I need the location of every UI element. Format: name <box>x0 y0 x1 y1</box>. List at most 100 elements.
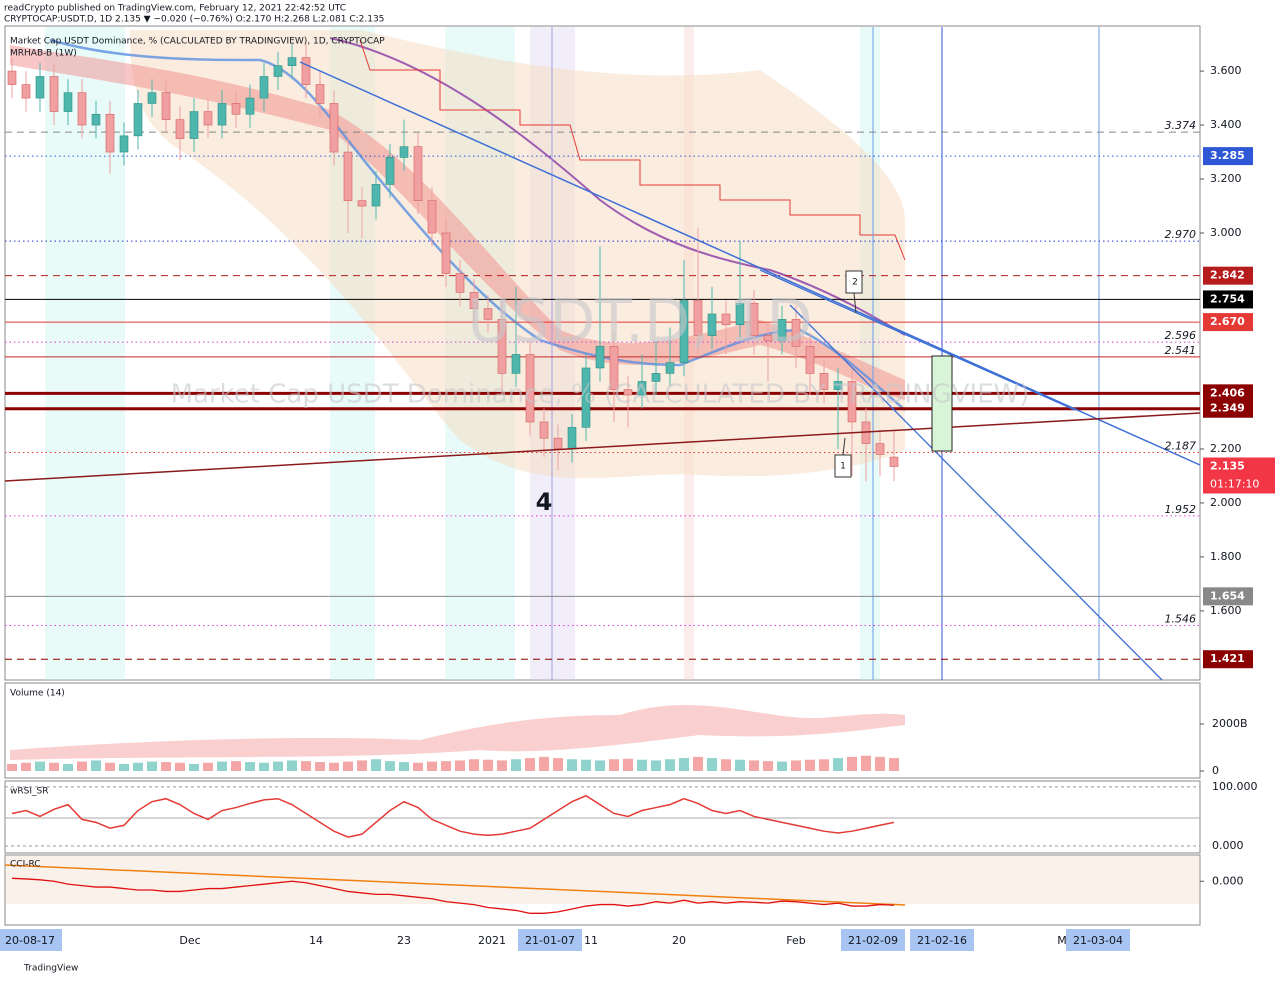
candle-body <box>49 76 59 112</box>
level-label: 1.654 <box>1210 589 1245 602</box>
pane-title: CCI-RC <box>10 860 41 870</box>
volume-bar <box>287 760 297 771</box>
volume-bar <box>161 762 171 771</box>
candle-body <box>889 456 899 467</box>
candle-body <box>357 200 367 207</box>
volume-bar <box>413 762 423 771</box>
candle-body <box>301 57 311 85</box>
volume-bar <box>105 762 115 771</box>
volume-bar <box>217 761 227 771</box>
volume-bar <box>637 759 647 771</box>
candle-body <box>833 381 843 390</box>
volume-bar <box>119 763 129 771</box>
x-tick-label: 21-02-09 <box>848 934 898 947</box>
level-label: 2.349 <box>1210 402 1245 415</box>
x-tick-label: M <box>1057 934 1067 947</box>
level-label: 2.596 <box>1165 329 1197 342</box>
volume-bar <box>49 762 59 771</box>
last-price: 2.135 <box>1210 459 1245 472</box>
candle-body <box>91 113 101 126</box>
level-label: 2.970 <box>1165 228 1197 241</box>
volume-bar <box>693 756 703 771</box>
volume-bar <box>427 761 437 771</box>
volume-bar <box>77 761 87 771</box>
candle-body <box>175 119 185 139</box>
volume-bar <box>497 760 507 771</box>
candle-body <box>259 76 269 99</box>
candle-body <box>399 146 409 158</box>
volume-bar <box>819 759 829 771</box>
volume-bar <box>203 762 213 771</box>
candle-body <box>763 335 773 342</box>
level-badge <box>1203 399 1253 418</box>
legend-indicator: MRHAB-B (1W) <box>10 49 77 59</box>
y-tick-label: 2.000 <box>1210 496 1242 509</box>
candle-body <box>735 302 745 326</box>
volume-bar <box>455 760 465 771</box>
volume-bar <box>175 762 185 771</box>
y-tick-label: 3.000 <box>1210 226 1242 239</box>
level-label: 3.374 <box>1165 119 1197 132</box>
candle-body <box>609 346 619 390</box>
candle-body <box>35 76 45 99</box>
volume-bar <box>147 761 157 771</box>
volume-bar <box>511 759 521 771</box>
volume-bar <box>665 759 675 771</box>
level-badge <box>1203 384 1253 403</box>
candle-body <box>749 302 759 336</box>
level-badge <box>1203 313 1253 332</box>
candle-body <box>707 313 717 336</box>
annotation: 4 <box>536 488 553 516</box>
volume-bar <box>189 763 199 771</box>
volume-bar <box>721 759 731 771</box>
x-tick-label: Feb <box>786 934 805 947</box>
volume-bar <box>791 760 801 771</box>
y-tick-label: 0 <box>1212 764 1219 777</box>
x-label-highlight <box>910 929 974 951</box>
candle-body <box>525 354 535 423</box>
volume-bar <box>91 760 101 771</box>
x-tick-label: Dec <box>179 934 200 947</box>
levels <box>5 131 1200 660</box>
trend-line <box>299 61 1201 466</box>
volume-bar <box>35 761 45 771</box>
countdown: 01:17:10 <box>1210 477 1259 490</box>
volume-bar <box>329 762 339 771</box>
trend-line <box>4 412 1201 482</box>
level-label: 2.670 <box>1210 315 1245 328</box>
candle-body <box>497 319 507 374</box>
candle-body <box>721 313 731 326</box>
x-tick-label: 2021 <box>478 934 506 947</box>
volume-bar <box>343 761 353 771</box>
pane-title: wRSI_SR <box>10 787 48 797</box>
y-tick-label: 0.000 <box>1212 874 1244 887</box>
volume-bar <box>679 758 689 771</box>
candle-body <box>483 308 493 320</box>
volume-bar <box>553 758 563 771</box>
pane-title: Volume (14) <box>10 689 65 699</box>
y-tick-label: 1.600 <box>1210 604 1242 617</box>
candle-body <box>623 389 633 396</box>
level-label: 2.754 <box>1210 292 1245 305</box>
volume-band <box>10 705 905 760</box>
cci-band <box>6 856 1199 904</box>
candle-body <box>147 92 157 104</box>
candle-body <box>203 111 213 126</box>
candle-body <box>245 97 255 115</box>
volume-bar <box>595 760 605 771</box>
candle-body <box>77 92 87 126</box>
volume-bar <box>833 758 843 771</box>
x-tick-label: 11 <box>584 934 598 947</box>
candle-body <box>315 84 325 104</box>
volume-bar <box>609 759 619 771</box>
volume-bar <box>651 760 661 771</box>
candle-body <box>441 232 451 274</box>
x-tick-label: 20-08-17 <box>5 934 55 947</box>
x-label-highlight <box>1066 929 1130 951</box>
candle-body <box>287 57 297 66</box>
candle-body <box>777 319 787 342</box>
candle-body <box>847 381 857 423</box>
volume-bar <box>875 756 885 771</box>
target-box <box>931 355 953 452</box>
